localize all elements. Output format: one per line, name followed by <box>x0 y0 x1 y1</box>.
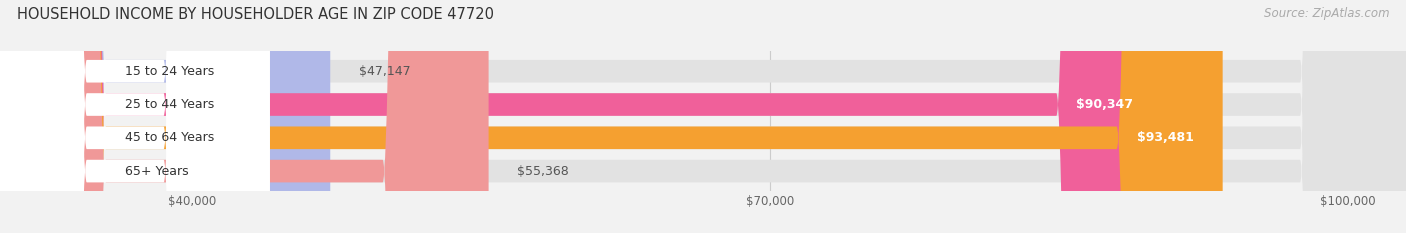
Text: 45 to 64 Years: 45 to 64 Years <box>125 131 215 144</box>
Text: 25 to 44 Years: 25 to 44 Years <box>125 98 215 111</box>
FancyBboxPatch shape <box>0 0 330 233</box>
Text: HOUSEHOLD INCOME BY HOUSEHOLDER AGE IN ZIP CODE 47720: HOUSEHOLD INCOME BY HOUSEHOLDER AGE IN Z… <box>17 7 494 22</box>
FancyBboxPatch shape <box>0 0 270 233</box>
FancyBboxPatch shape <box>0 0 270 233</box>
FancyBboxPatch shape <box>0 0 1163 233</box>
Text: $93,481: $93,481 <box>1137 131 1194 144</box>
Text: 15 to 24 Years: 15 to 24 Years <box>125 65 215 78</box>
FancyBboxPatch shape <box>0 0 270 233</box>
Text: $55,368: $55,368 <box>517 164 569 178</box>
FancyBboxPatch shape <box>0 0 1223 233</box>
Text: $47,147: $47,147 <box>359 65 411 78</box>
Text: $90,347: $90,347 <box>1077 98 1133 111</box>
FancyBboxPatch shape <box>0 0 270 233</box>
FancyBboxPatch shape <box>0 0 489 233</box>
Text: 65+ Years: 65+ Years <box>125 164 188 178</box>
Text: Source: ZipAtlas.com: Source: ZipAtlas.com <box>1264 7 1389 20</box>
